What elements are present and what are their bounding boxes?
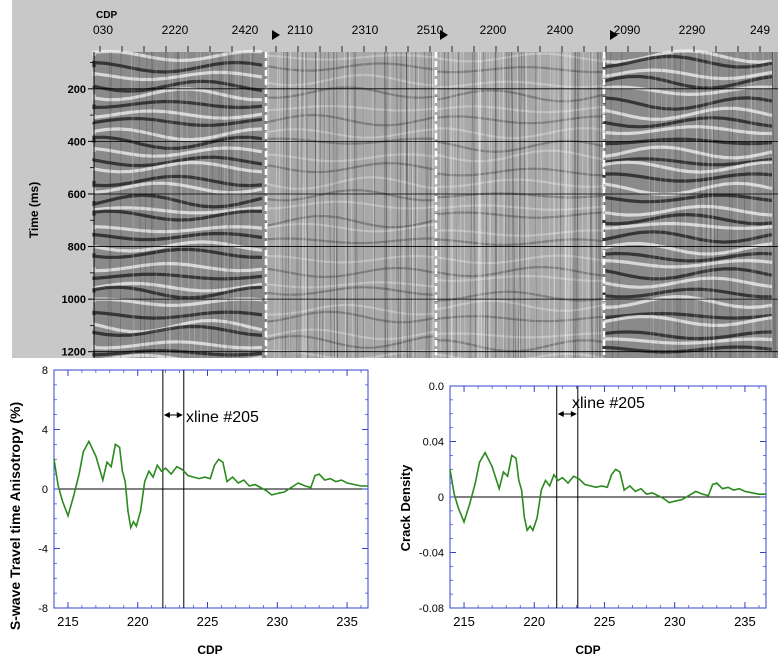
anisotropy-ylabel: S-wave Travel time Anisotropy (%) <box>7 402 23 630</box>
y-tick-label: -8 <box>38 603 48 615</box>
series-line <box>53 439 368 531</box>
series-line <box>449 450 766 533</box>
panel-start-marker <box>272 30 280 40</box>
y-tick-label: 0.04 <box>423 437 444 449</box>
x-tick-label: 215 <box>57 614 79 629</box>
cdp-tick-label: 2420 <box>232 23 259 37</box>
seismic-panels <box>92 49 778 378</box>
y-tick-label: 4 <box>42 425 48 437</box>
seismic-header: CDP <box>12 0 778 378</box>
anisotropy-axes: -8 -4 0 4 8 215 220 225 230 235 <box>38 365 369 629</box>
crack-density-axes: -0.08 -0.04 0 0.04 0.0 215 220 225 230 235 <box>419 381 767 629</box>
y-tick-label: 0 <box>42 484 48 496</box>
time-tick-label: 1000 <box>62 294 86 306</box>
anisotropy-marks <box>53 370 368 608</box>
time-tick-label: 400 <box>68 136 86 148</box>
crack-density-marks <box>449 386 766 608</box>
panel-start-marker <box>610 30 618 40</box>
seismic-panel <box>602 49 778 378</box>
time-axis-label: Time (ms) <box>27 182 41 238</box>
anisotropy-annotation: xline #205 <box>186 409 259 426</box>
seismic-panel <box>264 51 438 378</box>
anisotropy-chart: -8 -4 0 4 8 215 220 225 230 235 S-wave Travel tim… <box>0 358 390 658</box>
seismic-panel <box>434 51 605 378</box>
cdp-tick-label: 2110 <box>287 23 313 37</box>
x-tick-label: 215 <box>453 614 475 629</box>
y-tick-label: -4 <box>38 544 48 556</box>
time-tick-labels: 200 400 600 800 1000 1200 <box>62 52 95 378</box>
crack-density-chart: -0.08 -0.04 0 0.04 0.0 215 220 225 230 235 Crack … <box>388 358 778 658</box>
x-tick-label: 230 <box>664 614 686 629</box>
crack-density-annotation: xline #205 <box>572 395 645 412</box>
cdp-tick-label: 2310 <box>352 23 379 37</box>
time-tick-label: 1200 <box>62 347 86 359</box>
panel-start-marker <box>440 30 448 40</box>
xline-arrow <box>163 412 183 418</box>
seismic-panel <box>92 49 266 378</box>
time-tick-label: 200 <box>68 84 86 96</box>
seismic-section: CDP 030 2220 2420 2110 2310 2510 2200 2400 2090 2… <box>12 0 778 378</box>
anisotropy-xlabel: CDP <box>197 643 222 657</box>
x-tick-label: 225 <box>197 614 219 629</box>
cdp-tick-label: 2510 <box>417 23 444 37</box>
cdp-tick-label: 249 <box>750 23 770 37</box>
x-tick-label: 220 <box>127 614 149 629</box>
cdp-tick-label: 2290 <box>679 23 706 37</box>
y-tick-label: 0.0 <box>429 381 444 393</box>
cdp-tick-label: 2200 <box>480 23 507 37</box>
x-tick-label: 235 <box>734 614 756 629</box>
crack-density-xlabel: CDP <box>575 643 600 657</box>
crack-density-ylabel: Crack Density <box>398 464 413 551</box>
cdp-tick-label: 2220 <box>162 23 189 37</box>
time-gridlines <box>94 88 778 353</box>
time-tick-label: 600 <box>68 189 86 201</box>
y-tick-label: -0.08 <box>419 603 444 615</box>
x-tick-label: 225 <box>594 614 616 629</box>
y-tick-label: -0.04 <box>419 548 444 560</box>
cdp-tick-label: 030 <box>93 23 113 37</box>
cdp-tick-label: 2400 <box>547 23 574 37</box>
x-tick-label: 220 <box>523 614 545 629</box>
time-tick-label: 800 <box>68 242 86 254</box>
x-tick-label: 235 <box>336 614 358 629</box>
cdp-tick-labels: 030 2220 2420 2110 2310 2510 2200 2400 2090 2290 2… <box>93 23 770 52</box>
y-tick-label: 8 <box>42 365 48 377</box>
cdp-tick-label: 2090 <box>614 23 641 37</box>
y-tick-label: 0 <box>438 492 444 504</box>
x-tick-label: 230 <box>266 614 288 629</box>
xline-arrow <box>557 411 577 417</box>
cdp-axis-label: CDP <box>96 10 117 21</box>
